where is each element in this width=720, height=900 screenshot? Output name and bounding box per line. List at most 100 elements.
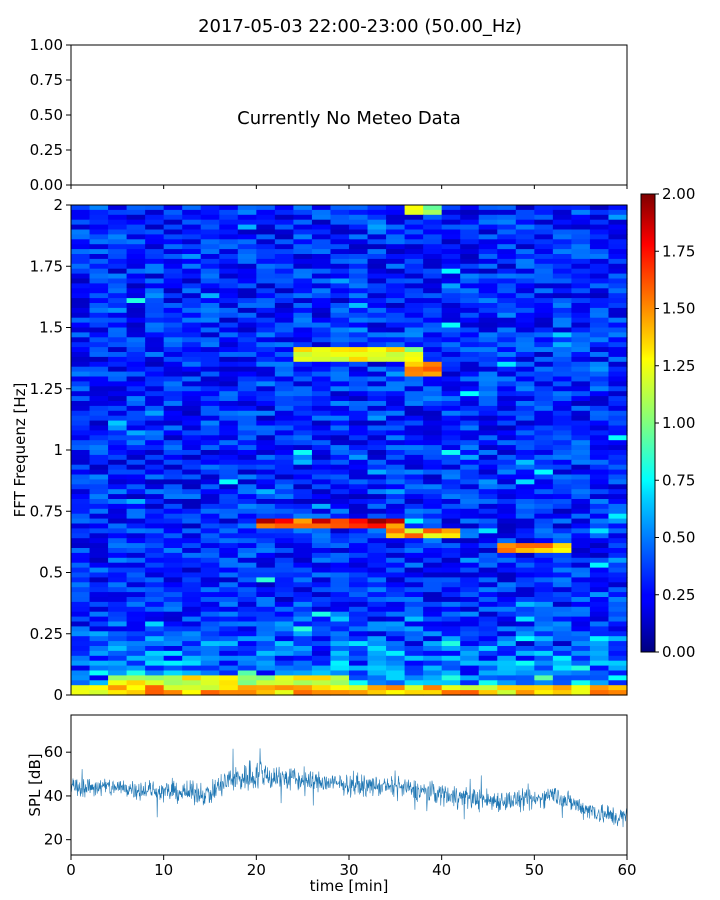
spl-y-tick-label: 60: [44, 743, 63, 761]
heatmap-cell: [460, 283, 480, 289]
heatmap-cell: [386, 214, 406, 221]
heatmap-cell: [163, 494, 183, 500]
heatmap-cell: [126, 366, 146, 373]
heatmap-cell: [349, 376, 369, 382]
heatmap-cell: [589, 489, 610, 495]
spl-x-tick-label: 50: [525, 861, 544, 879]
heatmap-cell: [237, 352, 257, 358]
heatmap-cell: [589, 317, 610, 324]
heatmap-cell: [608, 430, 628, 436]
heatmap-cell: [330, 552, 350, 559]
heatmap-cell: [256, 494, 276, 500]
heatmap-cell: [608, 650, 628, 657]
heatmap-cell: [200, 567, 220, 574]
heatmap-cell: [71, 611, 91, 618]
heatmap-cell: [293, 376, 313, 382]
heatmap-cell: [311, 685, 332, 691]
heatmap-cell: [423, 577, 443, 583]
heatmap-cell: [145, 405, 165, 412]
heatmap-cell: [200, 391, 220, 397]
heatmap-cell: [256, 562, 276, 569]
heatmap-cell: [497, 621, 517, 627]
heatmap-cell: [497, 474, 517, 480]
heatmap-cell: [330, 582, 350, 588]
heatmap-cell: [274, 464, 294, 471]
heatmap-cell: [182, 425, 202, 431]
heatmap-cell: [441, 307, 461, 314]
heatmap-cell: [349, 650, 369, 657]
heatmap-cell: [256, 440, 276, 446]
heatmap-cell: [330, 376, 350, 382]
heatmap-cell: [256, 518, 276, 525]
heatmap-cell: [163, 533, 183, 539]
heatmap-cell: [71, 552, 91, 559]
heatmap-cell: [182, 650, 202, 657]
heatmap-cell: [460, 219, 480, 226]
heatmap-cell: [89, 425, 109, 431]
heatmap-cell: [330, 636, 350, 642]
heatmap-cell: [386, 641, 406, 647]
heatmap-cell: [256, 655, 276, 662]
heatmap-cell: [534, 273, 554, 280]
heatmap-cell: [497, 366, 517, 373]
heatmap-cell: [497, 513, 517, 520]
heatmap-cell: [478, 268, 498, 275]
heatmap-cell: [349, 268, 369, 275]
heatmap-cell: [589, 371, 610, 378]
heatmap-cell: [108, 425, 128, 431]
heatmap-cell: [441, 347, 461, 353]
heatmap-cell: [423, 352, 443, 358]
heatmap-cell: [534, 513, 554, 520]
heatmap-cell: [608, 234, 628, 240]
heatmap-cell: [552, 626, 572, 632]
heatmap-cell: [589, 268, 610, 275]
heatmap-cell: [330, 258, 350, 265]
heatmap-cell: [552, 518, 572, 525]
heatmap-cell: [497, 572, 517, 578]
heatmap-cell: [386, 690, 406, 696]
heatmap-cell: [404, 244, 424, 250]
heatmap-cell: [404, 611, 424, 618]
heatmap-cell: [330, 690, 350, 696]
heatmap-cell: [497, 361, 517, 368]
heatmap-cell: [237, 317, 257, 324]
heatmap-cell: [182, 587, 202, 593]
heatmap-cell: [386, 508, 406, 515]
heatmap-cell: [311, 601, 332, 608]
heatmap-cell: [330, 352, 350, 358]
heatmap-cell: [126, 205, 146, 211]
heatmap-cell: [552, 464, 572, 471]
heatmap-cell: [386, 322, 406, 329]
heatmap-cell: [571, 655, 591, 662]
heatmap-cell: [367, 655, 387, 662]
heatmap-cell: [515, 616, 535, 623]
heatmap-cell: [441, 366, 461, 373]
heatmap-cell: [145, 312, 165, 319]
heatmap-cell: [589, 611, 610, 618]
heatmap-cell: [311, 552, 332, 559]
heatmap-cell: [311, 660, 332, 667]
heatmap-cell: [515, 690, 535, 696]
heatmap-cell: [367, 425, 387, 431]
heatmap-cell: [108, 214, 128, 221]
heatmap-cell: [71, 464, 91, 471]
heatmap-cell: [311, 650, 332, 657]
heatmap-cell: [293, 356, 313, 363]
heatmap-cell: [274, 459, 294, 466]
heatmap-cell: [274, 273, 294, 280]
heatmap-cell: [441, 327, 461, 333]
heatmap-cell: [163, 327, 183, 333]
heatmap-cell: [423, 464, 443, 471]
heatmap-cell: [256, 572, 276, 578]
heatmap-cell: [145, 670, 165, 676]
heatmap-cell: [404, 376, 424, 382]
heatmap-cell: [478, 307, 498, 314]
heatmap-cell: [441, 352, 461, 358]
heatmap-cell: [497, 665, 517, 672]
heatmap-cell: [478, 312, 498, 319]
heatmap-cell: [256, 606, 276, 613]
heatmap-cell: [478, 396, 498, 402]
heatmap-cell: [219, 646, 239, 652]
heatmap-cell: [126, 508, 146, 515]
colorbar-tick-label: 0.00: [662, 643, 695, 661]
